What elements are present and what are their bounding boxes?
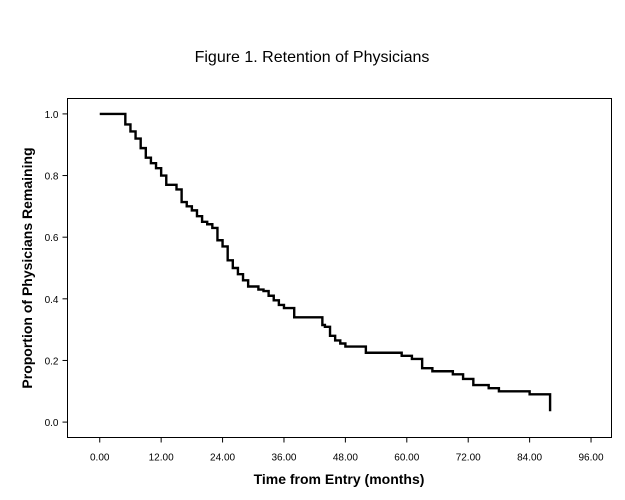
x-tick-label: 84.00 (517, 453, 542, 464)
x-tick-label: 24.00 (210, 453, 235, 464)
x-tick-label: 12.00 (149, 453, 174, 464)
x-axis-label: Time from Entry (months) (254, 471, 425, 487)
x-tick-label: 60.00 (394, 453, 419, 464)
y-axis-ticks: 0.0 0.2 0.4 0.6 0.8 1.0 (45, 110, 68, 429)
y-tick-label: 0.8 (45, 172, 59, 183)
y-axis-label: Proportion of Physicians Remaining (19, 147, 35, 388)
x-tick-label: 48.00 (333, 453, 358, 464)
survival-step-line (99, 112, 552, 412)
x-tick-label: 96.00 (579, 453, 604, 464)
plot-frame (67, 98, 612, 438)
chart-title: Figure 1. Retention of Physicians (195, 49, 430, 66)
y-tick-label: 0.2 (45, 356, 59, 367)
y-tick-label: 1.0 (45, 110, 59, 121)
x-axis-ticks: 0.00 12.00 24.00 36.00 48.00 60.00 72.00 84.00 9… (90, 437, 604, 464)
y-tick-label: 0.6 (45, 233, 59, 244)
x-tick-label: 36.00 (271, 453, 296, 464)
x-tick-label: 0.00 (90, 453, 110, 464)
x-tick-label: 72.00 (456, 453, 481, 464)
y-tick-label: 0.0 (45, 418, 59, 429)
y-tick-label: 0.4 (45, 295, 59, 306)
